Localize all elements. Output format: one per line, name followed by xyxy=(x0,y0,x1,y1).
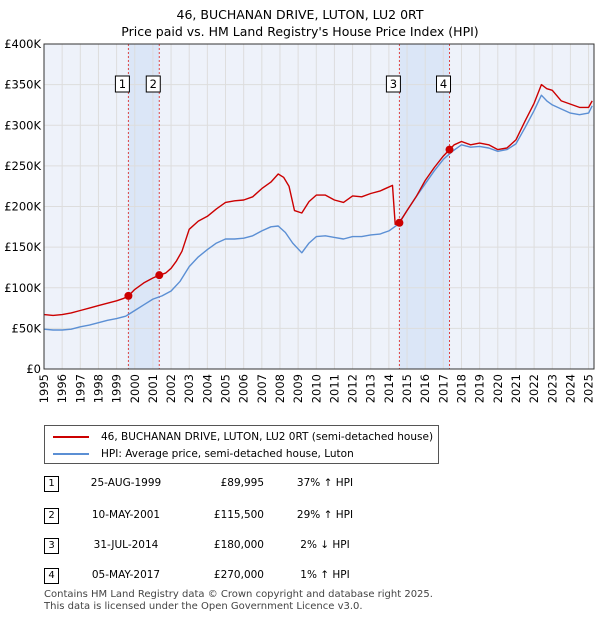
chart-title-line1: 46, BUCHANAN DRIVE, LUTON, LU2 0RT xyxy=(176,7,424,22)
sale-point xyxy=(445,145,454,154)
footer: Contains HM Land Registry data © Crown c… xyxy=(44,589,433,613)
transaction-price: £115,500 xyxy=(213,509,264,521)
x-tick-label: 2017 xyxy=(436,374,450,403)
chart-title: 46, BUCHANAN DRIVE, LUTON, LU2 0RT Price… xyxy=(0,6,600,40)
price-chart: 1 2 3 4 £0 £50K £100K £150K £200K £250K £300K £350… xyxy=(4,37,596,403)
transaction-number: 3 xyxy=(44,538,59,554)
legend-label-hpi: HPI: Average price, semi-detached house,… xyxy=(101,448,354,460)
x-tick-label: 2007 xyxy=(255,374,269,403)
x-tick-label: 2023 xyxy=(545,374,559,403)
plot-frame xyxy=(43,43,595,370)
y-tick-label: £400K xyxy=(4,37,41,51)
x-tick-label: 1996 xyxy=(55,374,69,403)
transaction-hpi-change: 29% ↑ HPI xyxy=(296,509,354,521)
transaction-price: £270,000 xyxy=(213,569,264,581)
transaction-price: £180,000 xyxy=(213,539,264,551)
legend-label-property: 46, BUCHANAN DRIVE, LUTON, LU2 0RT (semi… xyxy=(101,431,434,443)
table-row: 3 31-JUL-2014 £180,000 2% ↓ HPI xyxy=(44,537,464,555)
transaction-hpi-change: 37% ↑ HPI xyxy=(296,477,354,489)
x-tick-label: 2021 xyxy=(509,374,523,403)
x-axis-ticks: 1995 1996 1997 1998 1999 2000 2001 2002 2003 2004… xyxy=(37,374,596,403)
legend: 46, BUCHANAN DRIVE, LUTON, LU2 0RT (semi… xyxy=(44,425,439,464)
sale-label-box xyxy=(385,75,401,93)
sale-points xyxy=(124,145,454,300)
sale-label-box xyxy=(145,75,161,93)
transaction-hpi-change: 2% ↓ HPI xyxy=(300,539,350,551)
x-tick-label: 2020 xyxy=(491,374,505,403)
x-tick-label: 2008 xyxy=(273,374,287,403)
x-tick-label: 1998 xyxy=(91,374,105,403)
transaction-date: 31-JUL-2014 xyxy=(93,539,159,551)
sale-point xyxy=(124,291,133,300)
sale-point xyxy=(155,271,164,280)
sale-label-box xyxy=(114,75,130,93)
x-tick-label: 2013 xyxy=(364,374,378,403)
x-tick-label: 2000 xyxy=(128,374,142,403)
table-row: 1 25-AUG-1999 £89,995 37% ↑ HPI xyxy=(44,475,464,493)
x-tick-label: 2009 xyxy=(291,374,305,403)
x-tick-label: 2025 xyxy=(582,374,596,403)
y-tick-label: £150K xyxy=(4,240,41,254)
x-tick-label: 2019 xyxy=(473,374,487,403)
transaction-date: 10-MAY-2001 xyxy=(91,509,161,521)
transaction-date: 25-AUG-1999 xyxy=(90,477,162,489)
x-tick-label: 2022 xyxy=(527,374,541,403)
legend-item-property: 46, BUCHANAN DRIVE, LUTON, LU2 0RT (semi… xyxy=(53,429,433,445)
x-tick-label: 1999 xyxy=(110,374,124,403)
x-tick-label: 1995 xyxy=(37,374,51,403)
sale-label-text: 4 xyxy=(440,77,447,91)
sale-label-text: 1 xyxy=(119,77,126,91)
x-tick-label: 2011 xyxy=(327,374,341,403)
transaction-number: 1 xyxy=(44,476,59,492)
x-tick-label: 2005 xyxy=(219,374,233,403)
y-tick-label: £300K xyxy=(4,118,41,132)
property-price-line xyxy=(43,83,593,317)
x-tick-label: 2006 xyxy=(237,374,251,403)
legend-swatch-property xyxy=(53,436,89,438)
sale-label-box xyxy=(436,75,452,93)
series-lines xyxy=(43,83,593,331)
x-tick-label: 2018 xyxy=(454,374,468,403)
table-row: 4 05-MAY-2017 £270,000 1% ↑ HPI xyxy=(44,567,464,585)
y-tick-label: £100K xyxy=(4,281,41,295)
x-tick-label: 2010 xyxy=(309,374,323,403)
legend-swatch-hpi xyxy=(53,453,89,455)
transaction-number: 2 xyxy=(44,508,59,524)
transaction-hpi-change: 1% ↑ HPI xyxy=(300,569,350,581)
x-tick-label: 1997 xyxy=(73,374,87,403)
x-tick-label: 2014 xyxy=(382,374,396,403)
y-axis-ticks: £0 £50K £100K £150K £200K £250K £300K £350K £400… xyxy=(4,37,41,376)
sale-labels: 1 2 3 4 xyxy=(114,75,452,93)
table-row: 2 10-MAY-2001 £115,500 29% ↑ HPI xyxy=(44,507,464,525)
x-tick-label: 2012 xyxy=(346,374,360,403)
x-tick-label: 2015 xyxy=(400,374,414,403)
x-tick-label: 2001 xyxy=(146,374,160,403)
y-tick-label: £0 xyxy=(26,362,41,376)
footer-line2: This data is licensed under the Open Gov… xyxy=(44,601,363,612)
y-tick-label: £250K xyxy=(4,159,41,173)
footer-line1: Contains HM Land Registry data © Crown c… xyxy=(44,589,433,600)
x-tick-label: 2002 xyxy=(164,374,178,403)
x-tick-label: 2004 xyxy=(200,374,214,403)
chart-title-line2: Price paid vs. HM Land Registry's House … xyxy=(121,24,479,39)
sale-point xyxy=(395,218,404,227)
y-tick-label: £200K xyxy=(4,200,41,214)
legend-item-hpi: HPI: Average price, semi-detached house,… xyxy=(53,446,354,462)
sale-label-text: 3 xyxy=(390,77,397,91)
x-tick-label: 2003 xyxy=(182,374,196,403)
hpi-line xyxy=(43,94,593,331)
y-tick-label: £350K xyxy=(4,78,41,92)
x-tick-label: 2016 xyxy=(418,374,432,403)
x-tick-label: 2024 xyxy=(563,374,577,403)
y-tick-label: £50K xyxy=(12,321,42,335)
transaction-price: £89,995 xyxy=(220,477,264,489)
sale-label-text: 2 xyxy=(150,77,157,91)
transaction-date: 05-MAY-2017 xyxy=(91,569,161,581)
transaction-number: 4 xyxy=(44,568,59,584)
